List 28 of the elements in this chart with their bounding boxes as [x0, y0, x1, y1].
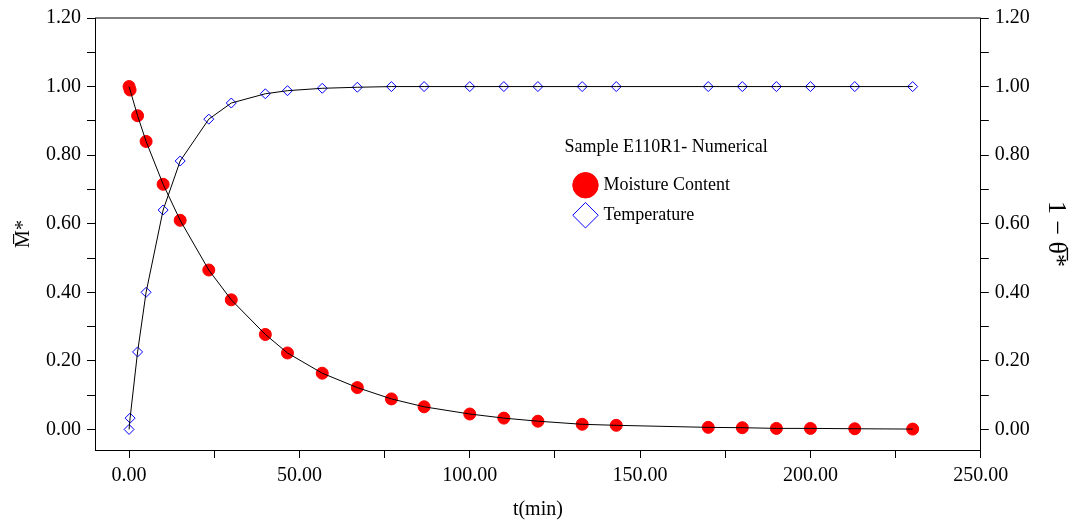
legend-title: Sample E110R1- Numerical: [564, 136, 768, 157]
point: [123, 423, 135, 435]
x-tick-label: 200.00: [782, 463, 838, 486]
legend-label: Moisture Content: [603, 173, 730, 194]
legend-label: Temperature: [603, 203, 695, 224]
y-tick-label: 0.20: [46, 348, 81, 371]
x-axis-title: t(min): [512, 497, 563, 521]
x-tick-label: 0.00: [111, 463, 147, 486]
y2-tick-label: 0.00: [994, 416, 1030, 439]
x-tick-label: 150.00: [612, 463, 668, 486]
y-tick-label: 0.00: [46, 416, 81, 439]
y-tick-label: 1.20: [46, 5, 81, 28]
x-tick-label: 250.00: [953, 463, 1009, 486]
y2-tick-label: 0.20: [994, 348, 1030, 371]
y2-tick-label: 0.40: [994, 279, 1030, 302]
y-tick-label: 0.80: [46, 142, 81, 165]
y2-tick-label: 0.60: [994, 210, 1030, 233]
y2-tick-label: 1.20: [994, 5, 1030, 28]
y2-axis-title: 1 − θ̅*: [1042, 200, 1072, 268]
y-tick-label: 0.40: [46, 279, 81, 302]
x-tick-label: 100.00: [442, 463, 498, 486]
y2-tick-label: 0.80: [994, 142, 1030, 165]
y2-tick-label: 1.00: [994, 73, 1030, 96]
y-tick-label: 1.00: [46, 73, 81, 96]
y-axis-title: M̅*: [11, 220, 34, 248]
point: [907, 81, 919, 93]
x-tick-label: 50.00: [276, 463, 322, 486]
y-tick-label: 0.60: [46, 210, 81, 233]
